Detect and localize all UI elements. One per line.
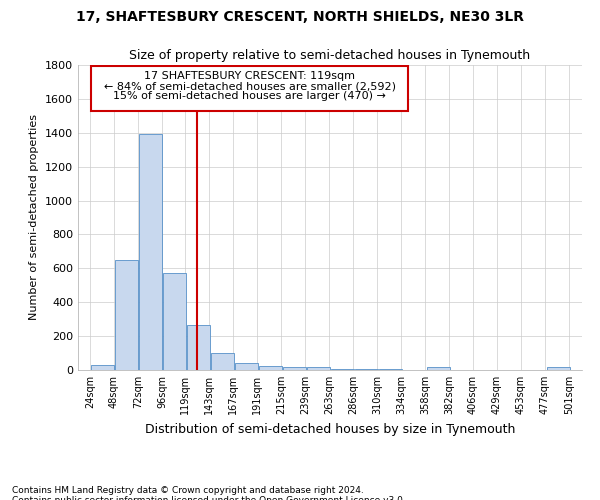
Bar [355,369,377,370]
Bar [163,274,185,370]
Bar [91,66,408,111]
Bar [91,365,113,370]
Y-axis label: Number of semi-detached properties: Number of semi-detached properties [29,114,40,320]
Bar [139,134,161,370]
Bar [307,368,329,370]
Text: 15% of semi-detached houses are larger (470) →: 15% of semi-detached houses are larger (… [113,92,386,102]
Text: ← 84% of semi-detached houses are smaller (2,592): ← 84% of semi-detached houses are smalle… [104,81,395,91]
Bar [259,366,281,370]
Bar [211,353,233,370]
Bar [187,325,209,370]
Text: 17, SHAFTESBURY CRESCENT, NORTH SHIELDS, NE30 3LR: 17, SHAFTESBURY CRESCENT, NORTH SHIELDS,… [76,10,524,24]
Bar [235,363,257,370]
X-axis label: Distribution of semi-detached houses by size in Tynemouth: Distribution of semi-detached houses by … [145,422,515,436]
Bar [115,260,137,370]
Text: 17 SHAFTESBURY CRESCENT: 119sqm: 17 SHAFTESBURY CRESCENT: 119sqm [144,71,355,81]
Text: Contains public sector information licensed under the Open Government Licence v3: Contains public sector information licen… [12,496,406,500]
Bar [283,366,305,370]
Title: Size of property relative to semi-detached houses in Tynemouth: Size of property relative to semi-detach… [130,50,530,62]
Bar [547,368,569,370]
Bar [427,366,449,370]
Bar [331,368,353,370]
Text: Contains HM Land Registry data © Crown copyright and database right 2024.: Contains HM Land Registry data © Crown c… [12,486,364,495]
